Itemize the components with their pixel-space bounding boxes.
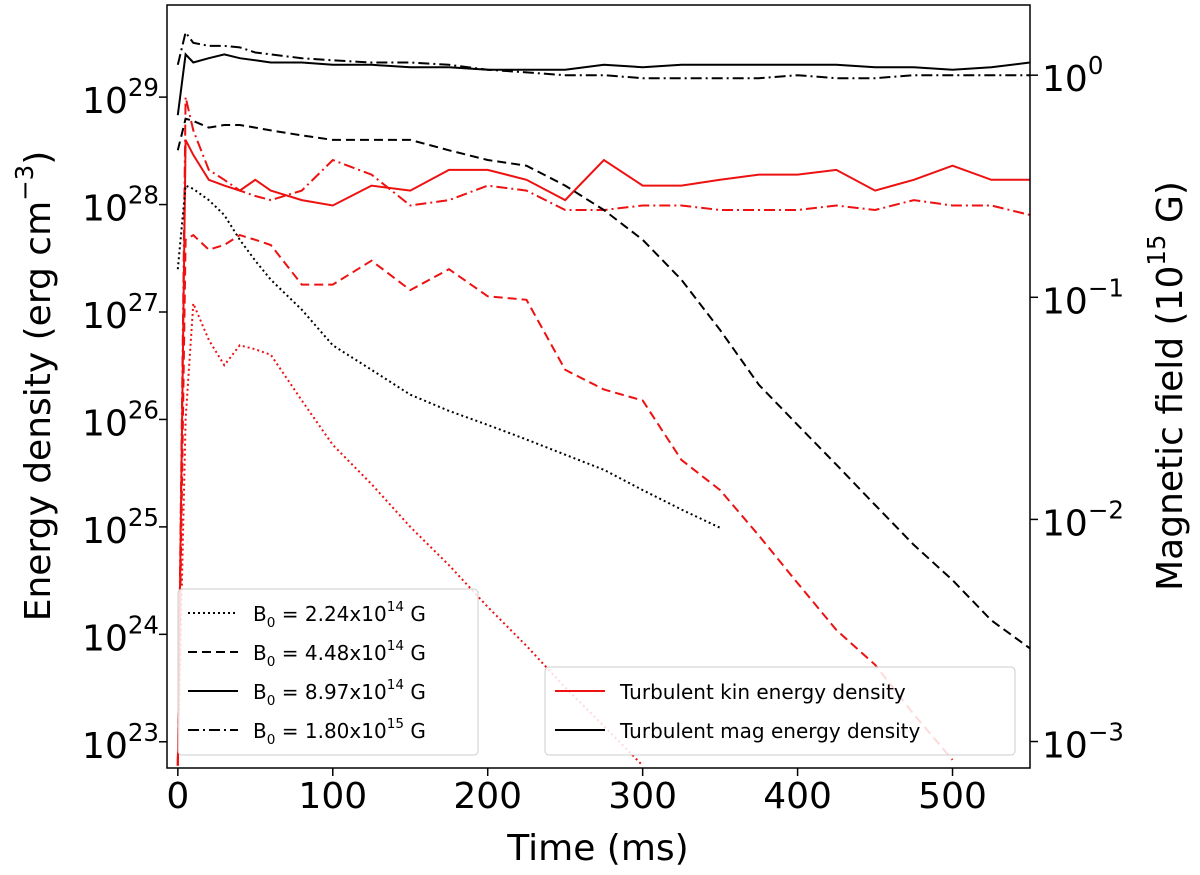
legend-label: B0 = 4.48x1014 G	[253, 638, 426, 670]
y-tick-label: 1028	[82, 180, 159, 230]
x-tick-label: 500	[918, 776, 987, 817]
series-line	[176, 117, 1030, 650]
y-tick-label: 1024	[82, 610, 159, 660]
y2-axis-label: Magnetic field (1015 G)	[1142, 181, 1192, 591]
y2-tick-label: 100	[1042, 51, 1103, 101]
series-line	[176, 96, 1030, 766]
legend-label: Turbulent kin energy density	[619, 680, 906, 704]
legend-label: B0 = 8.97x1014 G	[253, 677, 426, 709]
legend-label: B0 = 2.24x1014 G	[253, 599, 426, 631]
y-tick-label: 1029	[82, 73, 159, 123]
legend-label: Turbulent mag energy density	[619, 719, 921, 743]
legend-label: B0 = 1.80x1015 G	[253, 716, 426, 748]
series-line	[176, 184, 721, 529]
x-tick-label: 200	[453, 776, 522, 817]
y2-tick-label: 10−1	[1042, 273, 1124, 323]
y-tick-label: 1026	[82, 395, 159, 445]
legend-box	[544, 666, 1016, 756]
y-tick-label: 1023	[82, 717, 159, 767]
legend-box	[177, 588, 479, 756]
x-tick-label: 100	[298, 776, 367, 817]
plot-lines	[176, 30, 1030, 767]
y2-tick-label: 10−2	[1042, 495, 1124, 545]
y2-tick-label: 10−3	[1042, 717, 1124, 767]
x-tick-label: 300	[608, 776, 677, 817]
x-axis-label: Time (ms)	[506, 828, 688, 869]
series-line	[176, 139, 1030, 766]
series-line	[176, 30, 1030, 80]
y-axis-label: Energy density (erg cm−3)	[10, 151, 60, 622]
x-tick-label: 400	[763, 776, 832, 817]
series-line	[176, 303, 644, 767]
x-tick-label: 0	[166, 776, 189, 817]
series-line	[176, 52, 1030, 116]
series-line	[176, 233, 954, 766]
y-tick-label: 1025	[82, 502, 159, 552]
plot-frame	[166, 4, 1031, 769]
y-tick-label: 1027	[82, 287, 159, 337]
